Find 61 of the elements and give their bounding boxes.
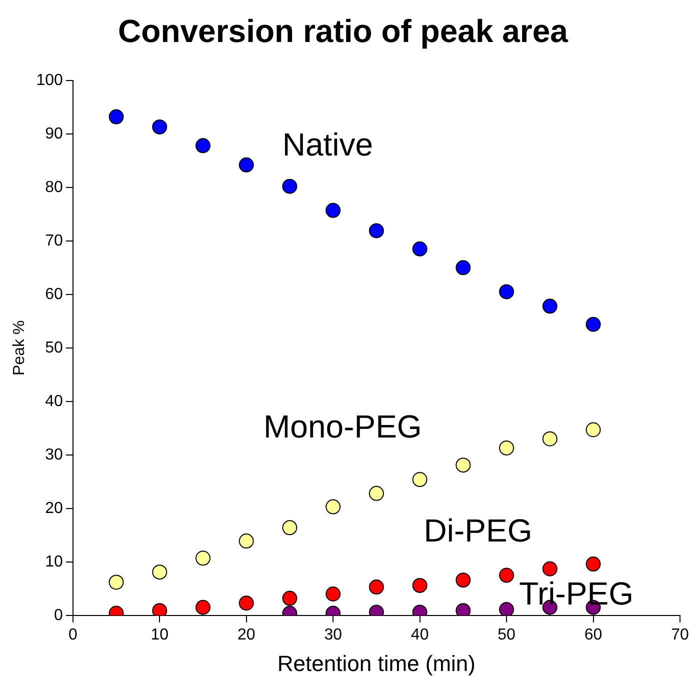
point (195, 138, 210, 154)
x-tick-label: 70 (671, 626, 689, 644)
x-tick-label: 40 (410, 626, 429, 644)
point (108, 109, 124, 124)
point (368, 580, 384, 595)
point (238, 596, 254, 611)
y-tick-label: 10 (45, 553, 63, 570)
point (195, 550, 210, 566)
point (499, 602, 514, 616)
y-tick-label: 80 (45, 178, 63, 196)
point (412, 472, 428, 488)
point (326, 586, 341, 602)
point (238, 534, 254, 549)
point (456, 260, 471, 276)
point (456, 458, 471, 473)
point (326, 202, 341, 218)
point (586, 556, 601, 572)
annotation: Di-PEG (424, 512, 532, 548)
annotation: Native (282, 126, 374, 163)
point (152, 564, 168, 580)
y-tick-label: 60 (45, 286, 63, 303)
point (368, 223, 384, 238)
point (282, 520, 298, 536)
y-axis-title: Peak % (11, 320, 28, 376)
x-tick-label: 0 (68, 626, 78, 644)
y-tick-label: 20 (45, 500, 63, 517)
point (152, 119, 168, 134)
point (456, 572, 471, 588)
point (282, 178, 298, 194)
y-tick-label: 90 (45, 125, 63, 142)
x-axis-title: Retention time (min) (277, 650, 476, 676)
annotation: Mono-PEG (264, 408, 422, 445)
chart-title: Conversion ratio of peak area (118, 13, 568, 50)
x-tick-label: 60 (584, 626, 602, 644)
point (499, 568, 514, 583)
point (586, 316, 601, 332)
x-tick-label: 30 (324, 626, 342, 644)
y-tick-label: 50 (45, 339, 63, 356)
point (412, 578, 428, 593)
point (586, 422, 601, 438)
x-tick-label: 50 (498, 626, 516, 644)
point (542, 561, 558, 576)
point (499, 440, 514, 456)
annotation: Tri-PEG (519, 575, 634, 612)
y-tick-label: 100 (36, 72, 63, 89)
point (499, 284, 514, 300)
point (542, 431, 558, 446)
y-tick-label: 70 (45, 232, 63, 250)
y-tick-label: 30 (45, 446, 63, 464)
point (326, 499, 341, 514)
x-tick-label: 20 (237, 626, 256, 644)
point (108, 574, 124, 590)
point (238, 157, 254, 172)
x-tick-label: 10 (150, 626, 169, 644)
y-tick-label: 40 (45, 392, 63, 410)
point (368, 486, 384, 501)
point (282, 590, 298, 606)
point (542, 298, 558, 314)
point (195, 600, 210, 615)
y-tick-label: 0 (54, 606, 63, 624)
point (412, 241, 428, 256)
